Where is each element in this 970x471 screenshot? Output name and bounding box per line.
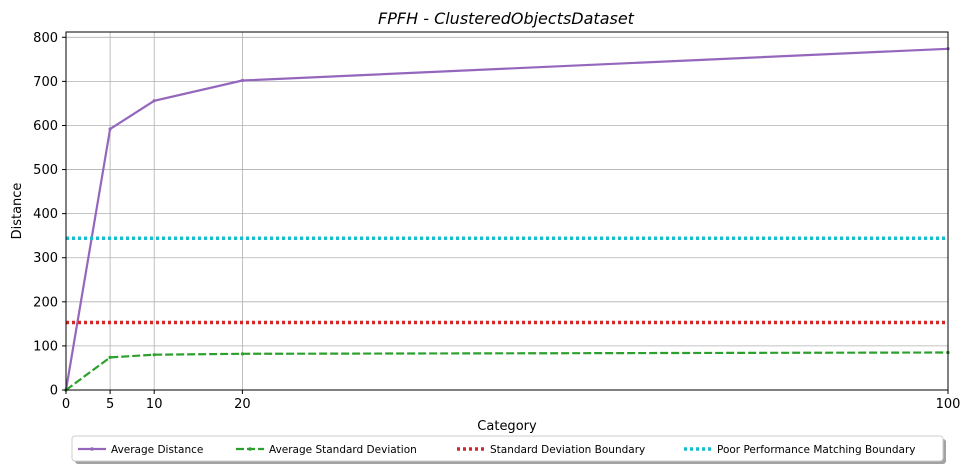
y-tick-label: 400 (33, 207, 58, 222)
series-point (240, 78, 244, 83)
legend-label: Poor Performance Matching Boundary (717, 444, 916, 456)
y-tick-label: 700 (33, 75, 58, 90)
y-tick-label: 500 (33, 163, 58, 178)
series-point (240, 352, 244, 356)
legend-label: Standard Deviation Boundary (490, 444, 645, 456)
series-point (152, 353, 156, 357)
y-ticks: 0 100 200 300 400 500 600 700 800 (33, 31, 66, 399)
legend-marker (90, 447, 94, 451)
y-tick-label: 300 (33, 251, 58, 266)
series-point (152, 99, 156, 103)
legend: Average Distance Average Standard Deviati… (71, 435, 946, 464)
series-group (64, 47, 950, 392)
y-tick-label: 200 (33, 295, 58, 310)
legend-marker (248, 447, 252, 451)
y-tick-label: 100 (33, 339, 58, 354)
x-tick-label: 5 (106, 397, 114, 412)
y-tick-label: 0 (50, 384, 58, 399)
y-axis-label: Distance (10, 183, 25, 240)
y-tick-label: 600 (33, 119, 58, 134)
series-point (108, 127, 112, 131)
x-tick-label: 0 (62, 397, 70, 412)
x-tick-label: 10 (146, 397, 163, 412)
y-tick-label: 800 (33, 31, 58, 46)
x-tick-label: 20 (234, 397, 251, 412)
x-tick-label: 100 (936, 397, 961, 412)
grid (65, 32, 949, 391)
series-line-1 (64, 47, 949, 391)
legend-label: Average Standard Deviation (269, 444, 417, 456)
x-ticks: 0 5 10 20 100 (62, 390, 961, 412)
plot-frame (65, 31, 949, 391)
legend-box (71, 435, 944, 462)
legend-label: Average Distance (111, 444, 203, 456)
x-axis-label: Category (477, 419, 537, 434)
chart-title: FPFH - ClusteredObjectsDataset (378, 9, 635, 28)
series-line-2 (65, 351, 949, 391)
series-point (108, 355, 112, 359)
